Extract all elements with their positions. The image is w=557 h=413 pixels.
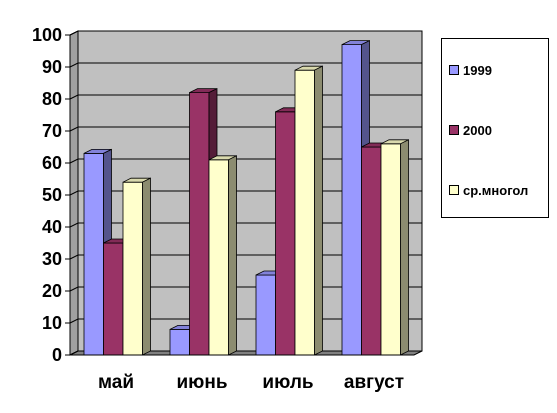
gridline — [69, 30, 422, 36]
bar-front — [103, 242, 124, 356]
bar-ср.многол-июль — [294, 65, 323, 356]
bar-front — [189, 92, 210, 356]
y-axis-ticks: 0 10 20 30 40 50 60 70 80 90 100 — [32, 25, 414, 365]
bar-side — [142, 177, 151, 356]
bar-front — [169, 328, 190, 356]
legend-swatch — [449, 65, 459, 75]
bar-front — [83, 152, 104, 356]
y-tick-label: 90 — [42, 57, 62, 77]
bar-front — [275, 111, 296, 356]
bar-front — [208, 159, 229, 356]
legend-swatch — [449, 125, 459, 135]
legend-item: 2000 — [449, 122, 492, 138]
legend-item: ср.многол — [449, 182, 529, 198]
x-axis-categories: май июнь июль август — [98, 372, 404, 393]
bar-side — [314, 65, 323, 356]
gridline — [69, 62, 422, 68]
bars — [83, 39, 409, 356]
bar-front — [294, 69, 315, 356]
y-tick-label: 60 — [42, 153, 62, 173]
bar-front — [341, 44, 362, 356]
bar-front — [255, 274, 276, 356]
y-tick-label: 0 — [52, 345, 62, 365]
bar-side — [400, 139, 409, 356]
y-tick-label: 50 — [42, 185, 62, 205]
bar-front — [122, 181, 143, 356]
bar-side — [228, 155, 237, 356]
x-category-label: май — [98, 372, 134, 393]
y-tick-label: 10 — [42, 313, 62, 333]
bar-ср.многол-август — [380, 139, 409, 356]
y-tick-label: 30 — [42, 249, 62, 269]
y-tick-label: 70 — [42, 121, 62, 141]
x-category-label: август — [344, 372, 404, 393]
legend-item: 1999 — [449, 62, 492, 78]
y-tick-label: 80 — [42, 89, 62, 109]
legend-label: 1999 — [463, 62, 492, 78]
x-category-label: июнь — [176, 372, 227, 393]
bar-front — [361, 146, 382, 356]
legend-label: ср.многол — [463, 182, 529, 198]
x-category-label: июль — [262, 372, 313, 393]
bar-ср.многол-май — [122, 177, 151, 356]
legend: 1999 2000 ср.многол — [441, 38, 549, 218]
y-tick-label: 20 — [42, 281, 62, 301]
y-tick-label: 100 — [32, 25, 62, 45]
bar-ср.многол-июнь — [208, 155, 237, 356]
bar-front — [380, 143, 401, 356]
y-tick-label: 40 — [42, 217, 62, 237]
legend-label: 2000 — [463, 122, 492, 138]
legend-swatch — [449, 185, 459, 195]
